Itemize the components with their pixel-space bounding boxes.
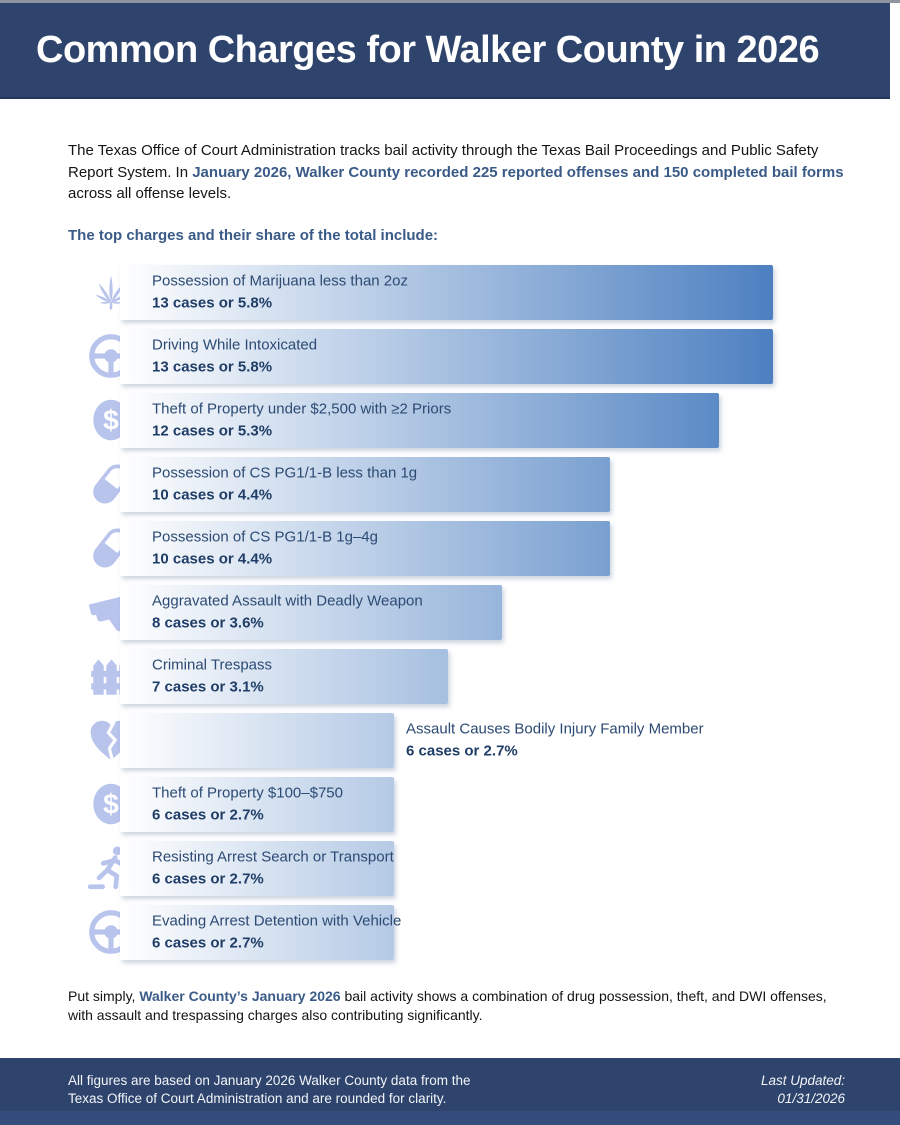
bar-row: Aggravated Assault with Deadly Weapon 8 … — [88, 584, 840, 640]
bar — [120, 392, 719, 448]
bar-row: Criminal Trespass 7 cases or 3.1% — [91, 648, 840, 704]
bar-label-group: Driving While Intoxicated 13 cases or 5.… — [152, 337, 317, 376]
bar — [120, 712, 394, 768]
svg-text:$: $ — [103, 404, 119, 435]
charge-value: 13 cases or 5.8% — [152, 358, 273, 376]
bar-label-group: Evading Arrest Detention with Vehicle 6 … — [152, 913, 401, 952]
footer-note: All figures are based on January 2026 Wa… — [68, 1072, 470, 1125]
top-border-line — [0, 0, 900, 3]
main-content: The Texas Office of Court Administration… — [0, 140, 900, 1025]
bar — [120, 456, 610, 512]
last-updated-label: Last Updated: — [760, 1073, 845, 1088]
charge-value: 13 cases or 5.8% — [152, 294, 273, 312]
summary-text-pre: Put simply, — [68, 987, 140, 1004]
bar-row: Possession of CS PG1/1-B less than 1g 10… — [93, 456, 840, 512]
intro-text-post: across all offense levels. — [68, 185, 232, 202]
charge-name: Criminal Trespass — [152, 656, 273, 674]
bar-row: Possession of CS PG1/1-B 1g–4g 10 cases … — [93, 520, 840, 576]
charge-name: Possession of CS PG1/1-B less than 1g — [152, 464, 418, 482]
bar — [120, 776, 394, 832]
charge-value: 6 cases or 2.7% — [152, 934, 264, 952]
marijuana-leaf-icon — [86, 267, 136, 317]
bar-label-group: Possession of Marijuana less than 2oz 13… — [152, 273, 408, 312]
charge-value: 10 cases or 4.4% — [152, 550, 273, 568]
bar — [120, 584, 502, 640]
last-updated-date: 01/31/2026 — [777, 1090, 845, 1106]
dollar-circle-icon: $ — [86, 779, 136, 829]
last-updated: Last Updated: 01/31/2026 — [761, 1072, 845, 1125]
intro-text-bold: January 2026, Walker County recorded 225… — [192, 163, 844, 181]
charge-value: 6 cases or 2.7% — [152, 870, 264, 888]
charge-name: Resisting Arrest Search or Transport — [152, 848, 394, 866]
charge-value: 6 cases or 2.7% — [152, 806, 264, 824]
bar-label-group: Resisting Arrest Search or Transport 6 c… — [152, 849, 394, 888]
bar — [120, 840, 394, 896]
bar-row: Evading Arrest Detention with Vehicle 6 … — [89, 904, 840, 960]
bar-chart: Possession of Marijuana less than 2oz 13… — [87, 264, 840, 960]
section-heading: The top charges and their share of the t… — [68, 226, 439, 244]
bar-label-group: Possession of CS PG1/1-B 1g–4g 10 cases … — [152, 529, 378, 568]
summary-paragraph: Put simply, Walker County’s January 2026… — [68, 987, 852, 1025]
summary-text-post: bail activity shows a combination of dru… — [68, 987, 827, 1023]
dollar-circle-icon: $ — [86, 395, 136, 445]
charge-name: Possession of CS PG1/1-B 1g–4g — [152, 528, 378, 546]
bar-label-group: Assault Causes Bodily Injury Family Memb… — [406, 721, 704, 760]
page-title: Common Charges for Walker County in 2026 — [36, 28, 820, 71]
footer-bottom-strip — [0, 1111, 900, 1125]
bar — [120, 264, 773, 320]
footer-note-line2: Texas Office of Court Administration and… — [68, 1090, 447, 1106]
bar-label-group: Aggravated Assault with Deadly Weapon 8 … — [152, 593, 423, 632]
bar-label-group: Theft of Property $100–$750 6 cases or 2… — [152, 785, 343, 824]
bar-row: $ Theft of Property $100–$750 6 cases or… — [93, 776, 840, 832]
bar — [120, 648, 448, 704]
charge-name: Assault Causes Bodily Injury Family Memb… — [406, 720, 704, 738]
bar-label-group: Criminal Trespass 7 cases or 3.1% — [152, 657, 272, 696]
svg-text:$: $ — [103, 788, 119, 819]
charge-value: 7 cases or 3.1% — [152, 678, 264, 696]
intro-text-pre: The Texas Office of Court Administration… — [68, 142, 819, 181]
charge-name: Driving While Intoxicated — [152, 336, 318, 354]
charge-value: 6 cases or 2.7% — [406, 742, 518, 760]
bar — [120, 520, 610, 576]
summary-text-bold: Walker County’s January 2026 — [139, 987, 341, 1004]
header-band: Common Charges for Walker County in 2026 — [0, 3, 890, 99]
footer-note-line1: All figures are based on January 2026 Wa… — [68, 1073, 471, 1088]
charge-name: Theft of Property under $2,500 with ≥2 P… — [152, 400, 452, 418]
bar-row: Driving While Intoxicated 13 cases or 5.… — [89, 328, 840, 384]
bar-label-group: Possession of CS PG1/1-B less than 1g 10… — [152, 465, 417, 504]
bar-label-group: Theft of Property under $2,500 with ≥2 P… — [152, 401, 451, 440]
charge-name: Possession of Marijuana less than 2oz — [152, 272, 408, 290]
bar-row: Assault Causes Bodily Injury Family Memb… — [90, 712, 840, 768]
charge-name: Theft of Property $100–$750 — [152, 784, 343, 802]
charge-value: 10 cases or 4.4% — [152, 486, 273, 504]
charge-name: Aggravated Assault with Deadly Weapon — [152, 592, 423, 610]
bar-row: $ Theft of Property under $2,500 with ≥2… — [93, 392, 840, 448]
charge-value: 12 cases or 5.3% — [152, 422, 273, 440]
bar-row: Resisting Arrest Search or Transport 6 c… — [87, 840, 840, 896]
intro-paragraph: The Texas Office of Court Administration… — [68, 140, 852, 205]
charge-value: 8 cases or 3.6% — [152, 614, 264, 632]
bar-row: Possession of Marijuana less than 2oz 13… — [95, 264, 840, 320]
bar — [120, 328, 773, 384]
charge-name: Evading Arrest Detention with Vehicle — [152, 912, 402, 930]
running-person-icon — [86, 843, 136, 893]
bar — [120, 904, 394, 960]
